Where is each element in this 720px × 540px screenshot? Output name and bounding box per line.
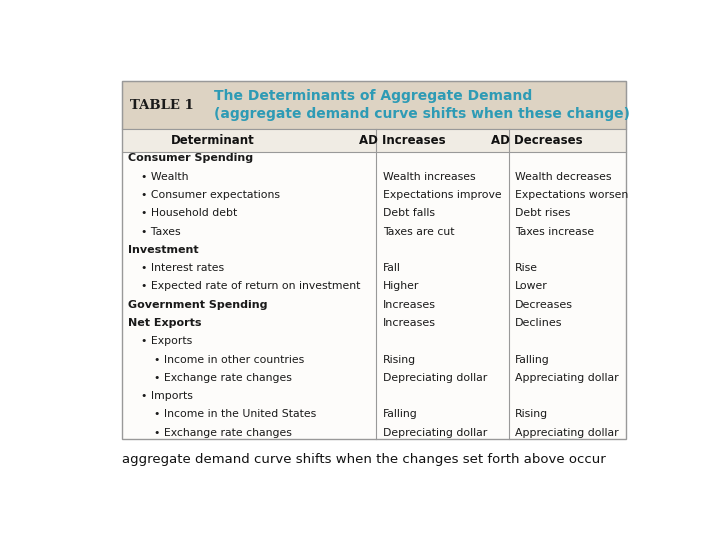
- FancyBboxPatch shape: [122, 152, 626, 439]
- Text: Rising: Rising: [516, 409, 549, 420]
- Text: Government Spending: Government Spending: [128, 300, 267, 310]
- Text: Debt falls: Debt falls: [383, 208, 435, 218]
- Text: • Exchange rate changes: • Exchange rate changes: [154, 428, 292, 438]
- Text: Lower: Lower: [516, 281, 548, 292]
- Text: • Exchange rate changes: • Exchange rate changes: [154, 373, 292, 383]
- Text: • Wealth: • Wealth: [141, 172, 189, 181]
- Text: Rising: Rising: [383, 355, 416, 365]
- Text: AD Decreases: AD Decreases: [490, 134, 582, 147]
- Text: The Determinants of Aggregate Demand: The Determinants of Aggregate Demand: [214, 89, 532, 103]
- Text: Rise: Rise: [516, 263, 538, 273]
- Text: aggregate demand curve shifts when the changes set forth above occur: aggregate demand curve shifts when the c…: [122, 453, 606, 467]
- Text: Falling: Falling: [516, 355, 550, 365]
- FancyBboxPatch shape: [122, 129, 626, 152]
- Text: TABLE 1: TABLE 1: [130, 99, 194, 112]
- Text: Investment: Investment: [128, 245, 199, 255]
- Text: Appreciating dollar: Appreciating dollar: [516, 428, 618, 438]
- Text: • Imports: • Imports: [141, 391, 193, 401]
- Text: Expectations worsen: Expectations worsen: [516, 190, 629, 200]
- Text: Appreciating dollar: Appreciating dollar: [516, 373, 618, 383]
- Text: Determinant: Determinant: [171, 134, 255, 147]
- Text: Taxes are cut: Taxes are cut: [383, 227, 454, 237]
- Text: Fall: Fall: [383, 263, 401, 273]
- Text: Falling: Falling: [383, 409, 418, 420]
- Text: Decreases: Decreases: [516, 300, 573, 310]
- Text: Wealth increases: Wealth increases: [383, 172, 476, 181]
- Text: Expectations improve: Expectations improve: [383, 190, 502, 200]
- Text: (aggregate demand curve shifts when these change): (aggregate demand curve shifts when thes…: [214, 107, 630, 120]
- Text: • Household debt: • Household debt: [141, 208, 238, 218]
- FancyBboxPatch shape: [122, 82, 626, 129]
- Text: AD Increases: AD Increases: [359, 134, 446, 147]
- Text: Increases: Increases: [383, 318, 436, 328]
- Text: Debt rises: Debt rises: [516, 208, 570, 218]
- Text: Wealth decreases: Wealth decreases: [516, 172, 612, 181]
- Text: • Income in other countries: • Income in other countries: [154, 355, 305, 365]
- Text: Consumer Spending: Consumer Spending: [128, 153, 253, 164]
- Text: Taxes increase: Taxes increase: [516, 227, 594, 237]
- Text: Higher: Higher: [383, 281, 419, 292]
- Text: • Taxes: • Taxes: [141, 227, 181, 237]
- Text: • Consumer expectations: • Consumer expectations: [141, 190, 280, 200]
- Text: Increases: Increases: [383, 300, 436, 310]
- Text: • Interest rates: • Interest rates: [141, 263, 225, 273]
- Text: • Income in the United States: • Income in the United States: [154, 409, 316, 420]
- Text: Net Exports: Net Exports: [128, 318, 202, 328]
- Text: Declines: Declines: [516, 318, 563, 328]
- Text: Depreciating dollar: Depreciating dollar: [383, 428, 487, 438]
- Text: Depreciating dollar: Depreciating dollar: [383, 373, 487, 383]
- Text: • Expected rate of return on investment: • Expected rate of return on investment: [141, 281, 361, 292]
- Text: • Exports: • Exports: [141, 336, 192, 346]
